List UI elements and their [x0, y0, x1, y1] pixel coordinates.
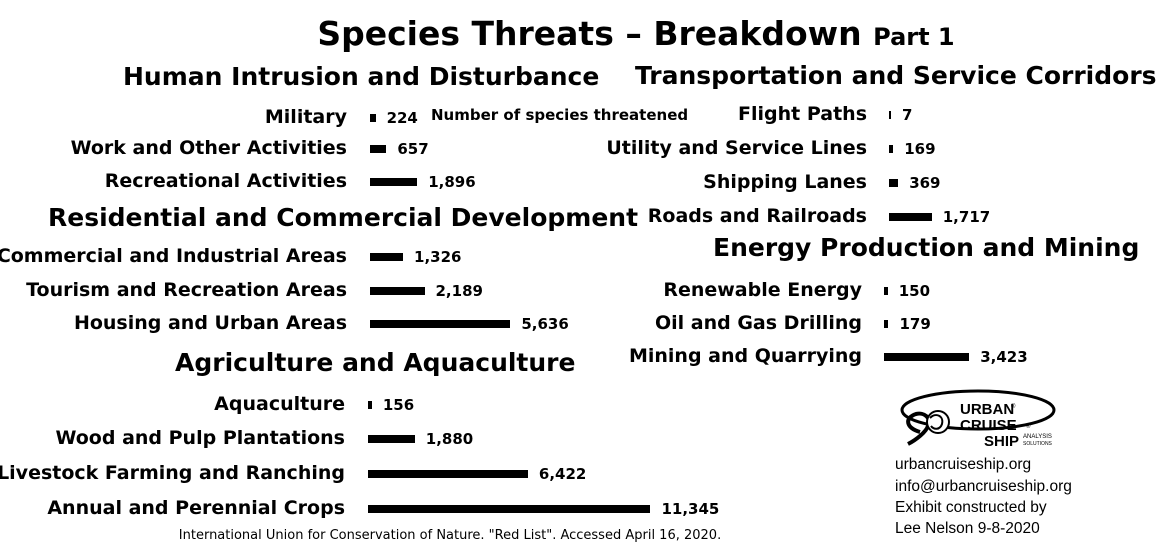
logo-mark-2: ®: [1026, 423, 1031, 430]
bar-renewable-energy: [884, 287, 888, 295]
value-label-work-and-other-activities: 657: [397, 140, 429, 158]
group-heading-energy-production-and-mining: Energy Production and Mining: [713, 233, 1140, 262]
source-citation: International Union for Conservation of …: [178, 528, 722, 543]
value-label-military: 224: [386, 109, 418, 127]
value-label-commercial-and-industrial-areas: 1,326: [414, 248, 462, 266]
bar-annual-and-perennial-crops: [368, 505, 651, 513]
group-heading-transportation-and-service-corridors: Transportation and Service Corridors: [635, 61, 1156, 90]
value-axis-note: Number of species threatened: [431, 106, 689, 124]
bar-commercial-and-industrial-areas: [370, 253, 404, 261]
bar-flight-paths: [889, 111, 891, 119]
category-label-housing-and-urban-areas: Housing and Urban Areas: [73, 312, 347, 334]
bar-military: [370, 114, 376, 122]
category-label-aquaculture: Aquaculture: [214, 393, 345, 415]
logo-line1: URBAN: [960, 401, 1014, 418]
value-label-housing-and-urban-areas: 5,636: [521, 315, 569, 333]
value-label-utility-and-service-lines: 169: [904, 140, 936, 158]
value-label-livestock-farming-and-ranching: 6,422: [538, 465, 587, 483]
bar-livestock-farming-and-ranching: [368, 470, 528, 478]
bar-utility-and-service-lines: [889, 145, 894, 153]
logo-line3: SHIP: [984, 433, 1019, 450]
website-link[interactable]: urbancruiseship.org: [895, 456, 1032, 473]
category-label-military: Military: [264, 106, 347, 128]
category-label-work-and-other-activities: Work and Other Activities: [70, 137, 347, 159]
category-label-annual-and-perennial-crops: Annual and Perennial Crops: [47, 497, 345, 519]
category-label-recreational-activities: Recreational Activities: [104, 170, 347, 192]
logo-line2: CRUISE: [960, 417, 1017, 434]
category-label-oil-and-gas-drilling: Oil and Gas Drilling: [654, 312, 862, 334]
value-label-flight-paths: 7: [902, 106, 913, 124]
bar-mining-and-quarrying: [884, 353, 970, 361]
credit-line-1: Exhibit constructed by: [895, 499, 1047, 516]
bar-recreational-activities: [370, 178, 418, 186]
value-label-renewable-energy: 150: [898, 282, 931, 300]
category-label-renewable-energy: Renewable Energy: [663, 279, 862, 301]
chart-title-main: Species Threats – Breakdown: [317, 14, 862, 53]
value-label-mining-and-quarrying: 3,423: [980, 348, 1028, 366]
category-label-shipping-lanes: Shipping Lanes: [703, 171, 867, 193]
bar-shipping-lanes: [889, 179, 899, 187]
value-label-roads-and-railroads: 1,717: [942, 208, 991, 226]
urban-cruise-ship-logo: URBAN CRUISE SHIP ANALYSIS SOLUTIONS ® ®: [900, 389, 1056, 450]
email-link[interactable]: info@urbancruiseship.org: [895, 478, 1072, 495]
group-heading-human-intrusion-and-disturbance: Human Intrusion and Disturbance: [123, 62, 600, 91]
chart-title-part: Part 1: [873, 23, 955, 51]
value-label-aquaculture: 156: [382, 396, 415, 414]
category-label-livestock-farming-and-ranching: Livestock Farming and Ranching: [0, 462, 345, 484]
value-label-tourism-and-recreation-areas: 2,189: [435, 282, 483, 300]
category-label-commercial-and-industrial-areas: Commercial and Industrial Areas: [0, 245, 347, 267]
bar-tourism-and-recreation-areas: [370, 287, 425, 295]
group-heading-residential-and-commercial-development: Residential and Commercial Development: [48, 203, 639, 232]
category-label-wood-and-pulp-plantations: Wood and Pulp Plantations: [55, 427, 345, 449]
bar-housing-and-urban-areas: [370, 320, 511, 328]
value-label-shipping-lanes: 369: [909, 174, 941, 192]
chart-title: Species Threats – Breakdown Part 1: [0, 14, 1156, 53]
logo-tag1: ANALYSIS: [1023, 434, 1052, 440]
category-label-utility-and-service-lines: Utility and Service Lines: [606, 137, 867, 159]
value-label-annual-and-perennial-crops: 11,345: [661, 500, 720, 518]
value-label-recreational-activities: 1,896: [428, 173, 476, 191]
bar-roads-and-railroads: [889, 213, 932, 221]
category-label-roads-and-railroads: Roads and Railroads: [647, 205, 867, 227]
logo-tag2: SOLUTIONS: [1023, 441, 1053, 447]
category-label-flight-paths: Flight Paths: [738, 103, 867, 125]
bar-oil-and-gas-drilling: [884, 320, 889, 328]
value-label-oil-and-gas-drilling: 179: [899, 315, 931, 333]
category-label-tourism-and-recreation-areas: Tourism and Recreation Areas: [26, 279, 347, 301]
category-label-mining-and-quarrying: Mining and Quarrying: [628, 345, 862, 367]
credit-line-2: Lee Nelson 9-8-2020: [895, 520, 1040, 537]
group-heading-agriculture-and-aquaculture: Agriculture and Aquaculture: [175, 348, 576, 377]
logo-mark: ®: [1011, 403, 1016, 410]
value-label-wood-and-pulp-plantations: 1,880: [425, 430, 474, 448]
bar-wood-and-pulp-plantations: [368, 435, 415, 443]
bar-work-and-other-activities: [370, 145, 387, 153]
bar-aquaculture: [368, 401, 372, 409]
